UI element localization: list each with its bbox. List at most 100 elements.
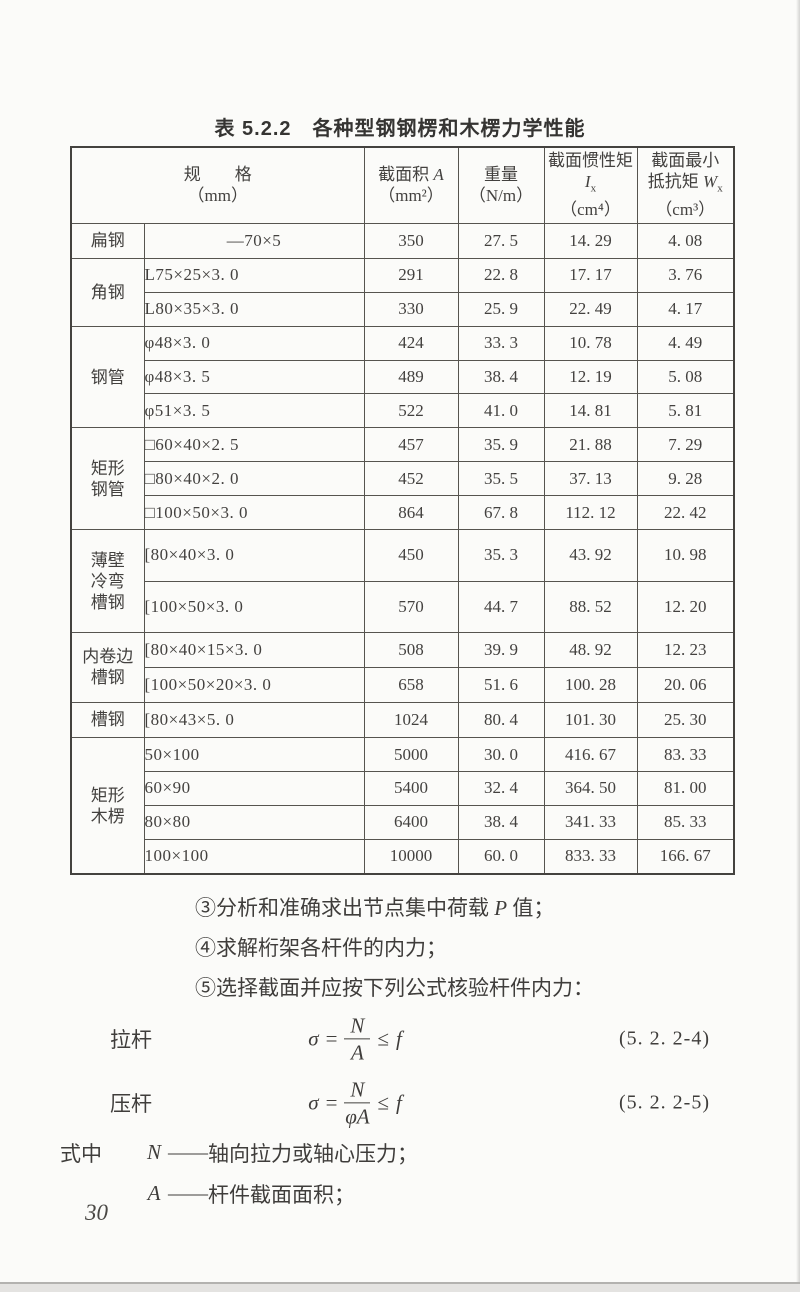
header-inertia: 截面惯性矩 Ix （cm⁴） xyxy=(543,146,638,224)
note-item-4: ④求解桁架各杆件的内力； xyxy=(195,936,447,960)
value-cell: 364. 50 xyxy=(543,770,638,806)
numbered-notes: ③分析和准确求出节点集中荷载 P 值； ④求解桁架各杆件的内力； ⑤选择截面并应… xyxy=(195,888,594,1008)
category-cell: 扁钢 xyxy=(70,222,145,259)
table-row: [100×50×3. 0 570 44. 7 88. 52 12. 20 xyxy=(71,580,735,634)
fraction: N A xyxy=(344,1013,371,1065)
spec-cell: □60×40×2. 5 xyxy=(143,427,365,463)
header-inertia-subscript: x xyxy=(590,182,597,195)
category-cell: 内卷边 槽钢 xyxy=(70,632,145,703)
spec-cell: [80×40×15×3. 0 xyxy=(143,632,365,668)
value-cell: 424 xyxy=(363,325,459,361)
value-cell: 88. 52 xyxy=(543,580,638,634)
value-cell: 452 xyxy=(363,461,459,497)
sigma-symbol: σ xyxy=(308,1090,319,1115)
value-cell: 39. 9 xyxy=(457,632,545,668)
spec-cell: 80×80 xyxy=(143,804,365,840)
value-cell: 17. 17 xyxy=(543,257,638,293)
value-cell: 27. 5 xyxy=(457,222,545,259)
value-cell: 416. 67 xyxy=(543,737,638,772)
formula-compression-row: 压杆 σ = N φA ≤ f (5. 2. 2-5) xyxy=(0,1072,800,1134)
formula-compression-expression: σ = N φA ≤ f xyxy=(250,1077,460,1128)
table-row: [100×50×20×3. 0 658 51. 6 100. 28 20. 06 xyxy=(71,666,735,703)
note-item-3: ③分析和准确求出节点集中荷载 P 值； xyxy=(195,888,594,928)
value-cell: 14. 81 xyxy=(543,393,638,429)
value-cell: 12. 19 xyxy=(543,359,638,395)
header-spec: 规 格 （mm） xyxy=(70,146,365,224)
value-cell: 51. 6 xyxy=(457,666,545,703)
where-prefix: 式中 xyxy=(60,1141,102,1166)
formula-tension-expression: σ = N A ≤ f xyxy=(250,1013,460,1064)
header-inertia-label: 截面惯性矩 xyxy=(548,151,633,171)
category-cell: 矩形 钢管 xyxy=(70,427,145,530)
fraction-denominator: A xyxy=(351,1040,364,1065)
formula-tension-row: 拉杆 σ = N A ≤ f (5. 2. 2-4) xyxy=(0,1008,800,1070)
value-cell: 522 xyxy=(363,393,459,429)
spec-cell: [100×50×3. 0 xyxy=(143,580,365,634)
scan-edge-bottom xyxy=(0,1282,800,1292)
table-row: 矩形 木楞 50×100 5000 30. 0 416. 67 83. 33 xyxy=(70,737,735,875)
value-cell: 166. 67 xyxy=(636,838,735,875)
fraction-denominator: φA xyxy=(345,1104,370,1129)
header-resist-symbol: W xyxy=(703,172,718,192)
value-cell: 30. 0 xyxy=(457,737,545,772)
table-row: 矩形 钢管 □60×40×2. 5 457 35. 9 21. 88 7. 29 xyxy=(70,427,735,530)
value-cell: 10. 98 xyxy=(636,528,735,582)
table-row: 槽钢 [80×43×5. 0 1024 80. 4 101. 30 25. 30 xyxy=(70,701,735,739)
where-dash: —— xyxy=(168,1181,208,1205)
value-cell: 32. 4 xyxy=(457,770,545,806)
value-cell: 83. 33 xyxy=(636,737,735,772)
value-cell: 6400 xyxy=(363,804,459,840)
where-line-N: 式中 N —— 轴向拉力或轴心压力； xyxy=(60,1132,418,1173)
value-cell: 570 xyxy=(363,580,459,634)
category-cell: 矩形 木楞 xyxy=(70,737,145,875)
value-cell: 35. 5 xyxy=(457,461,545,497)
category-cell: 槽钢 xyxy=(70,701,145,739)
value-cell: 12. 20 xyxy=(636,580,735,634)
value-cell: 80. 4 xyxy=(457,701,545,739)
value-cell: 864 xyxy=(363,495,459,530)
leq-sign: ≤ xyxy=(377,1090,389,1115)
category-cell: 角钢 xyxy=(70,257,145,327)
equals-sign: = xyxy=(325,1090,338,1115)
value-cell: 22. 8 xyxy=(457,257,545,293)
category-cell: 薄壁 冷弯 槽钢 xyxy=(70,528,145,634)
value-cell: 21. 88 xyxy=(543,427,638,463)
header-weight-label: 重量 xyxy=(484,165,518,185)
value-cell: 5000 xyxy=(363,737,459,772)
page-number: 30 xyxy=(85,1200,108,1225)
value-cell: 25. 9 xyxy=(457,291,545,327)
value-cell: 43. 92 xyxy=(543,528,638,582)
value-cell: 81. 00 xyxy=(636,770,735,806)
properties-table: 规 格 （mm） 截面积 A （mm²） 重量 （N/m） 截面惯性矩 Ix （… xyxy=(70,146,735,875)
value-cell: 60. 0 xyxy=(457,838,545,875)
value-cell: 14. 29 xyxy=(543,222,638,259)
where-clause: 式中 N —— 轴向拉力或轴心压力； A —— 杆件截面面积； xyxy=(60,1132,418,1214)
header-resist-unit: （cm³） xyxy=(655,200,716,220)
where-dash: —— xyxy=(168,1140,208,1164)
value-cell: 100. 28 xyxy=(543,666,638,703)
header-resist: 截面最小 抵抗矩 Wx （cm³） xyxy=(636,146,735,224)
value-cell: 101. 30 xyxy=(543,701,638,739)
where-symbol-N: N xyxy=(146,1140,161,1164)
value-cell: 658 xyxy=(363,666,459,703)
value-cell: 33. 3 xyxy=(457,325,545,361)
equals-sign: = xyxy=(325,1026,338,1051)
table-row: 内卷边 槽钢 [80×40×15×3. 0 508 39. 9 48. 92 12. 23 xyxy=(70,632,735,703)
sigma-symbol: σ xyxy=(308,1026,319,1051)
value-cell: 330 xyxy=(363,291,459,327)
equation-number: (5. 2. 2-5) xyxy=(619,1091,710,1114)
spec-cell: □80×40×2. 0 xyxy=(143,461,365,497)
header-resist-label2: 抵抗矩 xyxy=(647,172,704,192)
value-cell: 35. 9 xyxy=(457,427,545,463)
header-resist-subscript: x xyxy=(717,182,723,195)
table-row: φ48×3. 5 489 38. 4 12. 19 5. 08 xyxy=(71,359,735,395)
spec-cell: 50×100 xyxy=(143,737,365,772)
header-area-symbol: A xyxy=(433,165,444,185)
value-cell: 10. 78 xyxy=(543,325,638,361)
spec-cell: L80×35×3. 0 xyxy=(143,291,365,327)
header-inertia-symbol: I xyxy=(584,172,591,192)
spec-cell: [80×43×5. 0 xyxy=(143,701,365,739)
value-cell: 341. 33 xyxy=(543,804,638,840)
value-cell: 833. 33 xyxy=(543,838,638,875)
value-cell: 67. 8 xyxy=(457,495,545,530)
